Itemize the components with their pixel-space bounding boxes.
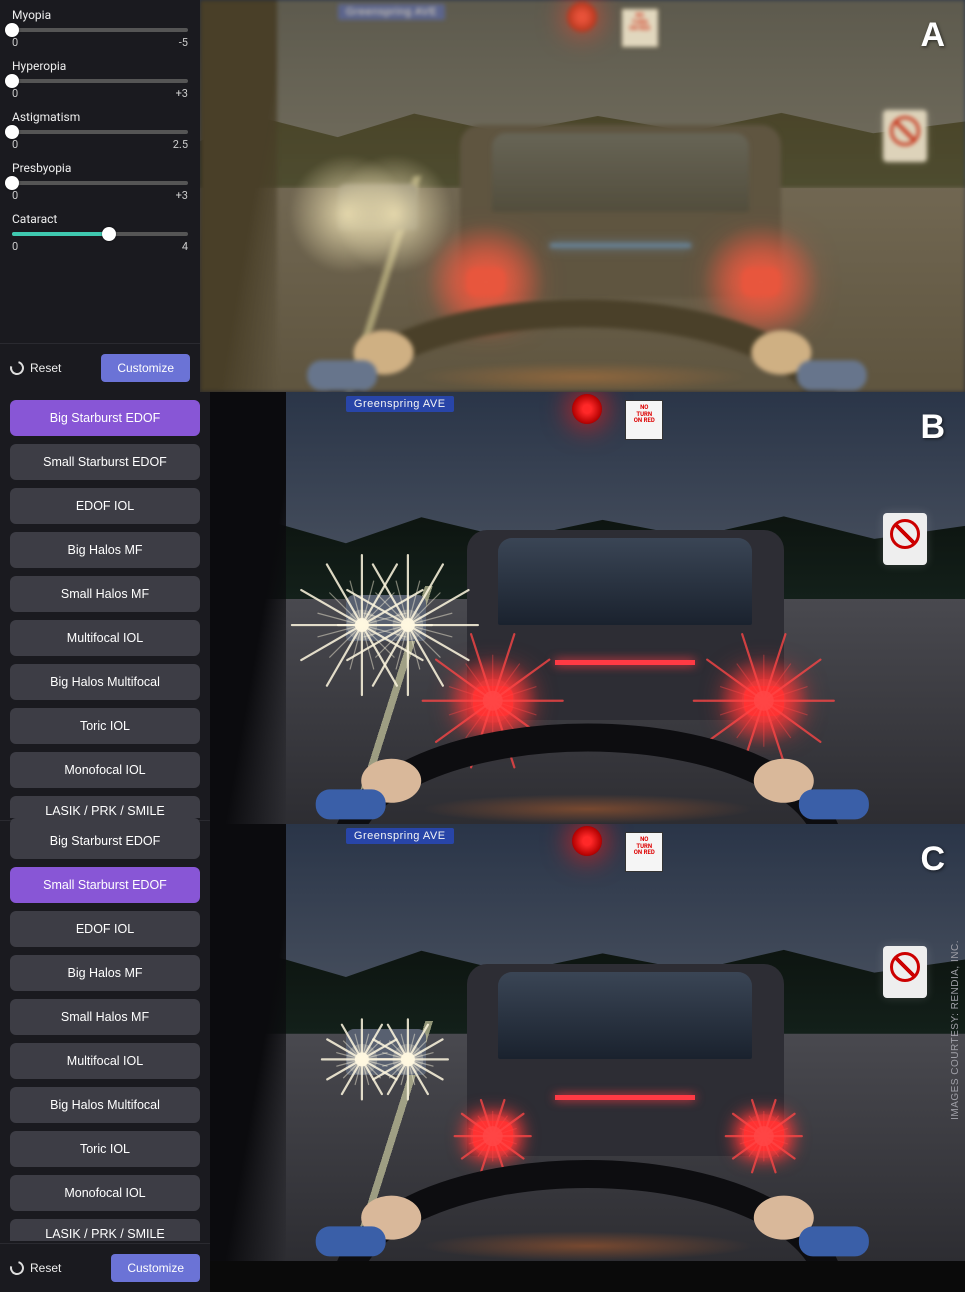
- customize-button[interactable]: Customize: [101, 354, 190, 382]
- traffic-light-red-icon: [572, 826, 602, 856]
- slider-thumb[interactable]: [102, 227, 116, 241]
- slider-label: Cataract: [12, 212, 188, 226]
- lead-car-window: [498, 538, 752, 624]
- credit-text: IMAGES COURTESY: RENDIA, INC.: [950, 940, 961, 1120]
- iol-option-button[interactable]: Big Halos Multifocal: [10, 664, 200, 700]
- slider-max: +3: [176, 189, 188, 202]
- slider-min: 0: [12, 240, 18, 253]
- slider-range: 0 +3: [12, 87, 188, 100]
- iol-option-button[interactable]: Big Starburst EDOF: [10, 818, 200, 859]
- street-sign: Greenspring AVE: [346, 396, 454, 412]
- reset-icon: [7, 358, 26, 377]
- brake-light-strip: [555, 660, 695, 665]
- panel-a-footer: Reset Customize: [0, 343, 200, 392]
- iol-option-button[interactable]: EDOF IOL: [10, 911, 200, 947]
- slider-range: 0 4: [12, 240, 188, 253]
- iol-option-button[interactable]: LASIK / PRK / SMILE: [10, 1219, 200, 1241]
- oncoming-car: [346, 1029, 426, 1075]
- street-sign: Greenspring AVE: [346, 828, 454, 844]
- iol-option-button[interactable]: Big Halos MF: [10, 532, 200, 568]
- oncoming-car: [346, 595, 426, 641]
- slider-cataract: Cataract 0 4: [0, 204, 200, 255]
- panel-c-scene: Greenspring AVE NOTURNON RED C: [210, 824, 965, 1261]
- slider-label: Myopia: [12, 8, 188, 22]
- panel-a-sidebar: Myopia 0 -5 Hyperopia 0 +3 Astigmatism: [0, 0, 200, 392]
- iol-option-button[interactable]: Small Starburst EDOF: [10, 867, 200, 903]
- iol-option-button[interactable]: LASIK / PRK / SMILE: [10, 796, 200, 818]
- slider-max: +3: [176, 87, 188, 100]
- panel-b: Big Starburst EDOF Small Starburst EDOF ED…: [0, 392, 965, 824]
- slider-label: Presbyopia: [12, 161, 188, 175]
- slider-min: 0: [12, 36, 18, 49]
- iol-option-button[interactable]: EDOF IOL: [10, 488, 200, 524]
- iol-option-button[interactable]: Monofocal IOL: [10, 752, 200, 788]
- panel-b-sidebar: Big Starburst EDOF Small Starburst EDOF ED…: [0, 392, 210, 824]
- reset-icon: [7, 1258, 26, 1277]
- figure-container: Myopia 0 -5 Hyperopia 0 +3 Astigmatism: [0, 0, 965, 1261]
- iol-option-button[interactable]: Big Starburst EDOF: [10, 400, 200, 436]
- customize-button[interactable]: Customize: [111, 1254, 200, 1282]
- panel-b-scene: Greenspring AVE NOTURNON RED B: [210, 392, 965, 824]
- reset-button[interactable]: Reset: [10, 1261, 61, 1275]
- panel-a-scene: Greenspring AVENOTURNON RED A: [200, 0, 965, 392]
- no-turn-sign: NOTURNON RED: [625, 400, 663, 440]
- slider-max: 4: [182, 240, 188, 253]
- panel-a: Myopia 0 -5 Hyperopia 0 +3 Astigmatism: [0, 0, 965, 392]
- iol-option-button[interactable]: Small Halos MF: [10, 576, 200, 612]
- slider-track[interactable]: [12, 28, 188, 32]
- traffic-light-red-icon: [572, 394, 602, 424]
- slider-presbyopia: Presbyopia 0 +3: [0, 153, 200, 204]
- iol-option-button[interactable]: Small Starburst EDOF: [10, 444, 200, 480]
- slider-thumb[interactable]: [5, 125, 19, 139]
- panel-letter: C: [920, 840, 945, 879]
- slider-min: 0: [12, 87, 18, 100]
- slider-min: 0: [12, 138, 18, 151]
- panel-b-list: Big Starburst EDOF Small Starburst EDOF ED…: [0, 392, 210, 820]
- slider-track[interactable]: [12, 181, 188, 185]
- reset-button[interactable]: Reset: [10, 361, 61, 375]
- slider-max: -5: [179, 36, 188, 49]
- panel-letter: B: [920, 408, 945, 447]
- reset-label: Reset: [30, 361, 61, 375]
- slider-astigmatism: Astigmatism 0 2.5: [0, 102, 200, 153]
- panel-c-sidebar: Big Starburst EDOFSmall Starburst EDOFED…: [0, 824, 210, 1261]
- slider-min: 0: [12, 189, 18, 202]
- slider-thumb[interactable]: [5, 23, 19, 37]
- panel-c-footer: Reset Customize: [0, 1243, 210, 1292]
- iol-option-button[interactable]: Multifocal IOL: [10, 620, 200, 656]
- slider-range: 0 2.5: [12, 138, 188, 151]
- no-turn-sign: NOTURNON RED: [625, 832, 663, 872]
- slider-track[interactable]: [12, 130, 188, 134]
- customize-label: Customize: [117, 361, 174, 375]
- slider-label: Astigmatism: [12, 110, 188, 124]
- panel-c: Big Starburst EDOFSmall Starburst EDOFED…: [0, 824, 965, 1261]
- slider-track[interactable]: [12, 232, 188, 236]
- iol-option-button[interactable]: Multifocal IOL: [10, 1043, 200, 1079]
- image-credit: IMAGES COURTESY: RENDIA, INC.: [947, 820, 963, 1240]
- slider-hyperopia: Hyperopia 0 +3: [0, 51, 200, 102]
- prohibition-sign-icon: [883, 946, 927, 998]
- customize-label: Customize: [127, 1261, 184, 1275]
- slider-range: 0 +3: [12, 189, 188, 202]
- slider-max: 2.5: [173, 138, 188, 151]
- panel-c-list: Big Starburst EDOFSmall Starburst EDOFED…: [0, 824, 210, 1243]
- slider-track[interactable]: [12, 79, 188, 83]
- iol-option-button[interactable]: Small Halos MF: [10, 999, 200, 1035]
- slider-thumb[interactable]: [5, 74, 19, 88]
- iol-option-button[interactable]: Big Halos Multifocal: [10, 1087, 200, 1123]
- panel-letter: A: [920, 16, 945, 55]
- slider-myopia: Myopia 0 -5: [0, 0, 200, 51]
- iol-option-button[interactable]: Big Halos MF: [10, 955, 200, 991]
- slider-label: Hyperopia: [12, 59, 188, 73]
- iol-option-button[interactable]: Toric IOL: [10, 708, 200, 744]
- brake-light-strip: [555, 1095, 695, 1100]
- slider-range: 0 -5: [12, 36, 188, 49]
- slider-thumb[interactable]: [5, 176, 19, 190]
- reset-label: Reset: [30, 1261, 61, 1275]
- prohibition-sign-icon: [883, 513, 927, 565]
- iol-option-button[interactable]: Monofocal IOL: [10, 1175, 200, 1211]
- lead-car-window: [498, 972, 752, 1059]
- iol-option-button[interactable]: Toric IOL: [10, 1131, 200, 1167]
